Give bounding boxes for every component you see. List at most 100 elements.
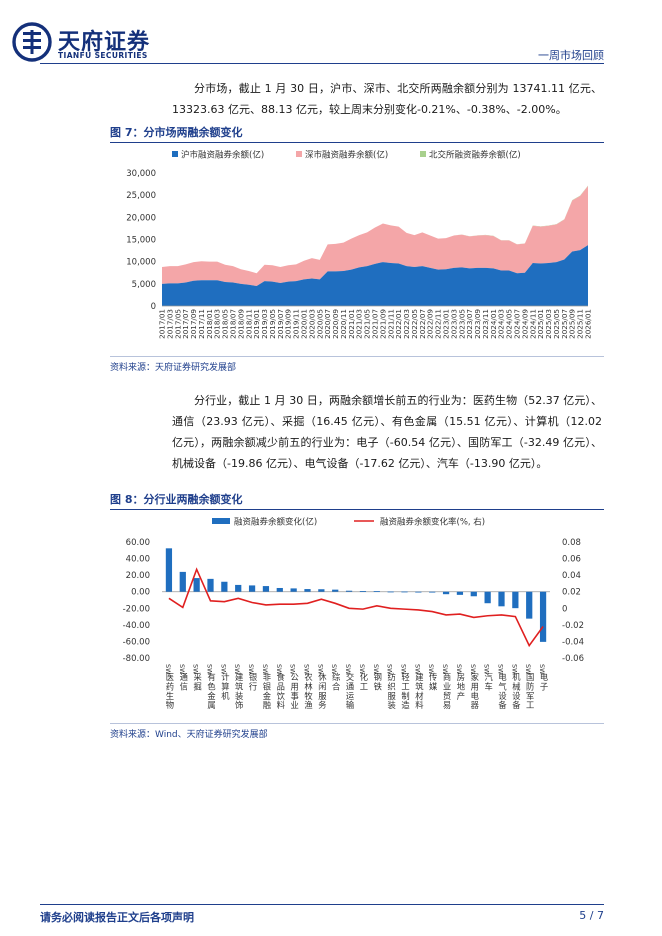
industry-margin-bar-line-chart: 融资融券余额变化(亿) 融资融券余额变化率(%, 右) 60.00 40.00 20.0… xyxy=(123,517,584,711)
legend-swatch xyxy=(296,151,302,157)
category-label: 银行 xyxy=(249,672,258,691)
category-prefix: SW xyxy=(358,664,366,675)
x-tick-label: 2019/01 xyxy=(252,309,261,339)
category-label: 钢铁 xyxy=(374,672,382,691)
header-divider xyxy=(40,63,604,64)
x-tick-label: 2018/05 xyxy=(221,309,230,339)
x-tick-label: 2019/03 xyxy=(260,309,269,339)
category-prefix: SW xyxy=(524,664,532,675)
bar-22 xyxy=(470,591,477,597)
x-tick-label: 2024/11 xyxy=(528,309,537,339)
category-label: 轻工制造 xyxy=(401,672,410,710)
category-prefix: SW xyxy=(275,664,283,675)
x-tick-label: 2020/11 xyxy=(339,309,348,339)
x-tick-label: 2020/01 xyxy=(300,309,309,339)
figure-7-bottom-rule xyxy=(110,356,604,357)
category-prefix: SW xyxy=(164,664,172,675)
category-prefix: SW xyxy=(219,664,227,675)
x-tick-label: 2024/01 xyxy=(489,309,498,339)
x-tick-label: 2020/05 xyxy=(315,309,324,339)
x-tick-label: 2021/09 xyxy=(378,309,387,339)
x-tick-label: 2025/03 xyxy=(544,309,553,339)
x-tick-label: 2017/05 xyxy=(173,309,182,339)
y-left-tick-label: -20.00 xyxy=(123,604,150,614)
category-label: 有色金属 xyxy=(207,672,216,710)
x-tick-label: 2021/03 xyxy=(355,309,364,339)
category-label: 交通运输 xyxy=(346,672,355,710)
category-label: 非银金融 xyxy=(263,672,272,710)
x-tick-label: 2018/01 xyxy=(205,309,214,339)
x-tick-label: 2023/01 xyxy=(442,309,451,339)
x-tick-label: 2025/09 xyxy=(568,309,577,339)
bar-25 xyxy=(512,591,519,609)
x-tick-label: 2020/03 xyxy=(307,309,316,339)
bar-15 xyxy=(373,591,380,592)
y-right-tick-label: -0.06 xyxy=(562,654,584,664)
x-tick-label: 2019/07 xyxy=(276,309,285,339)
x-tick-label: 2017/11 xyxy=(197,309,206,339)
bar-26 xyxy=(526,591,533,619)
y-right-tick-label: 0.02 xyxy=(562,588,581,598)
industry-summary-text: 分行业，截止 1 月 30 日，两融余额增长前五的行业为：医药生物（52.37 … xyxy=(172,394,602,470)
x-tick-label: 2018/07 xyxy=(229,309,238,339)
y-tick-label: 10,000 xyxy=(126,258,156,268)
market-summary-text: 分市场，截止 1 月 30 日，沪市、深市、北交所两融余额分别为 13741.1… xyxy=(172,82,602,116)
bar-0 xyxy=(165,548,173,592)
category-label: 电气设备 xyxy=(498,672,507,710)
x-tick-label: 2023/03 xyxy=(449,309,458,339)
x-tick-label: 2022/03 xyxy=(402,309,411,339)
x-tick-label: 2023/09 xyxy=(473,309,482,339)
bar-27 xyxy=(539,591,547,642)
bar-2 xyxy=(193,578,200,592)
category-prefix: SW xyxy=(441,664,449,675)
x-tick-label: 2025/07 xyxy=(560,309,569,339)
y-left-tick-label: 60.00 xyxy=(126,538,150,548)
x-tick-label: 2026/01 xyxy=(584,309,593,339)
y-tick-label: 5,000 xyxy=(132,280,156,290)
category-label: 医药生物 xyxy=(166,672,174,710)
legend-swatch xyxy=(172,151,178,157)
brand-name: 天府证券 xyxy=(58,30,151,55)
category-label: 建筑材料 xyxy=(415,672,424,710)
category-label: 机械设备 xyxy=(512,672,521,710)
bar-10 xyxy=(304,589,311,592)
x-tick-label: 2017/01 xyxy=(158,309,167,339)
y-right-tick-label: -0.04 xyxy=(562,637,584,647)
brand-name-english: TIANFU SECURITIES xyxy=(58,51,148,60)
legend-label: 沪市融资融券余额(亿) xyxy=(181,150,264,161)
category-prefix: SW xyxy=(178,664,186,675)
legend-label-line: 融资融券余额变化率(%, 右) xyxy=(380,517,485,528)
category-prefix: SW xyxy=(247,664,255,675)
footer-divider xyxy=(40,904,604,905)
report-type: 一周市场回顾 xyxy=(538,49,604,62)
category-label: 房地产 xyxy=(457,672,465,701)
x-tick-label: 2022/09 xyxy=(426,309,435,339)
figure-8-bottom-rule xyxy=(110,723,604,724)
x-tick-label: 2017/03 xyxy=(165,309,174,339)
x-tick-label: 2019/11 xyxy=(292,309,301,339)
category-label: 传媒 xyxy=(429,672,438,691)
x-tick-label: 2017/07 xyxy=(181,309,190,339)
category-label: 采掘 xyxy=(193,672,202,691)
bar-1 xyxy=(179,571,186,592)
legend-swatch xyxy=(420,151,426,157)
bar-12 xyxy=(332,589,339,592)
category-prefix: SW xyxy=(538,664,546,675)
bar-6 xyxy=(248,585,256,592)
y-right-tick-label: 0.06 xyxy=(562,555,581,565)
category-prefix: SW xyxy=(455,664,463,675)
category-label: 商业贸易 xyxy=(443,672,451,710)
y-left-tick-label: -60.00 xyxy=(123,637,150,647)
bar-23 xyxy=(484,591,491,604)
category-prefix: SW xyxy=(330,664,338,675)
x-tick-label: 2019/09 xyxy=(284,309,293,339)
category-label: 食品饮料 xyxy=(277,672,286,710)
category-label: 电子 xyxy=(540,672,548,691)
legend-label-bars: 融资融券余额变化(亿) xyxy=(234,517,317,528)
category-label: 综合 xyxy=(332,672,341,691)
bar-19 xyxy=(429,591,436,593)
y-left-tick-label: -80.00 xyxy=(123,654,150,664)
x-tick-label: 2021/11 xyxy=(386,309,395,339)
category-prefix: SW xyxy=(386,664,394,675)
x-tick-label: 2022/05 xyxy=(410,309,419,339)
